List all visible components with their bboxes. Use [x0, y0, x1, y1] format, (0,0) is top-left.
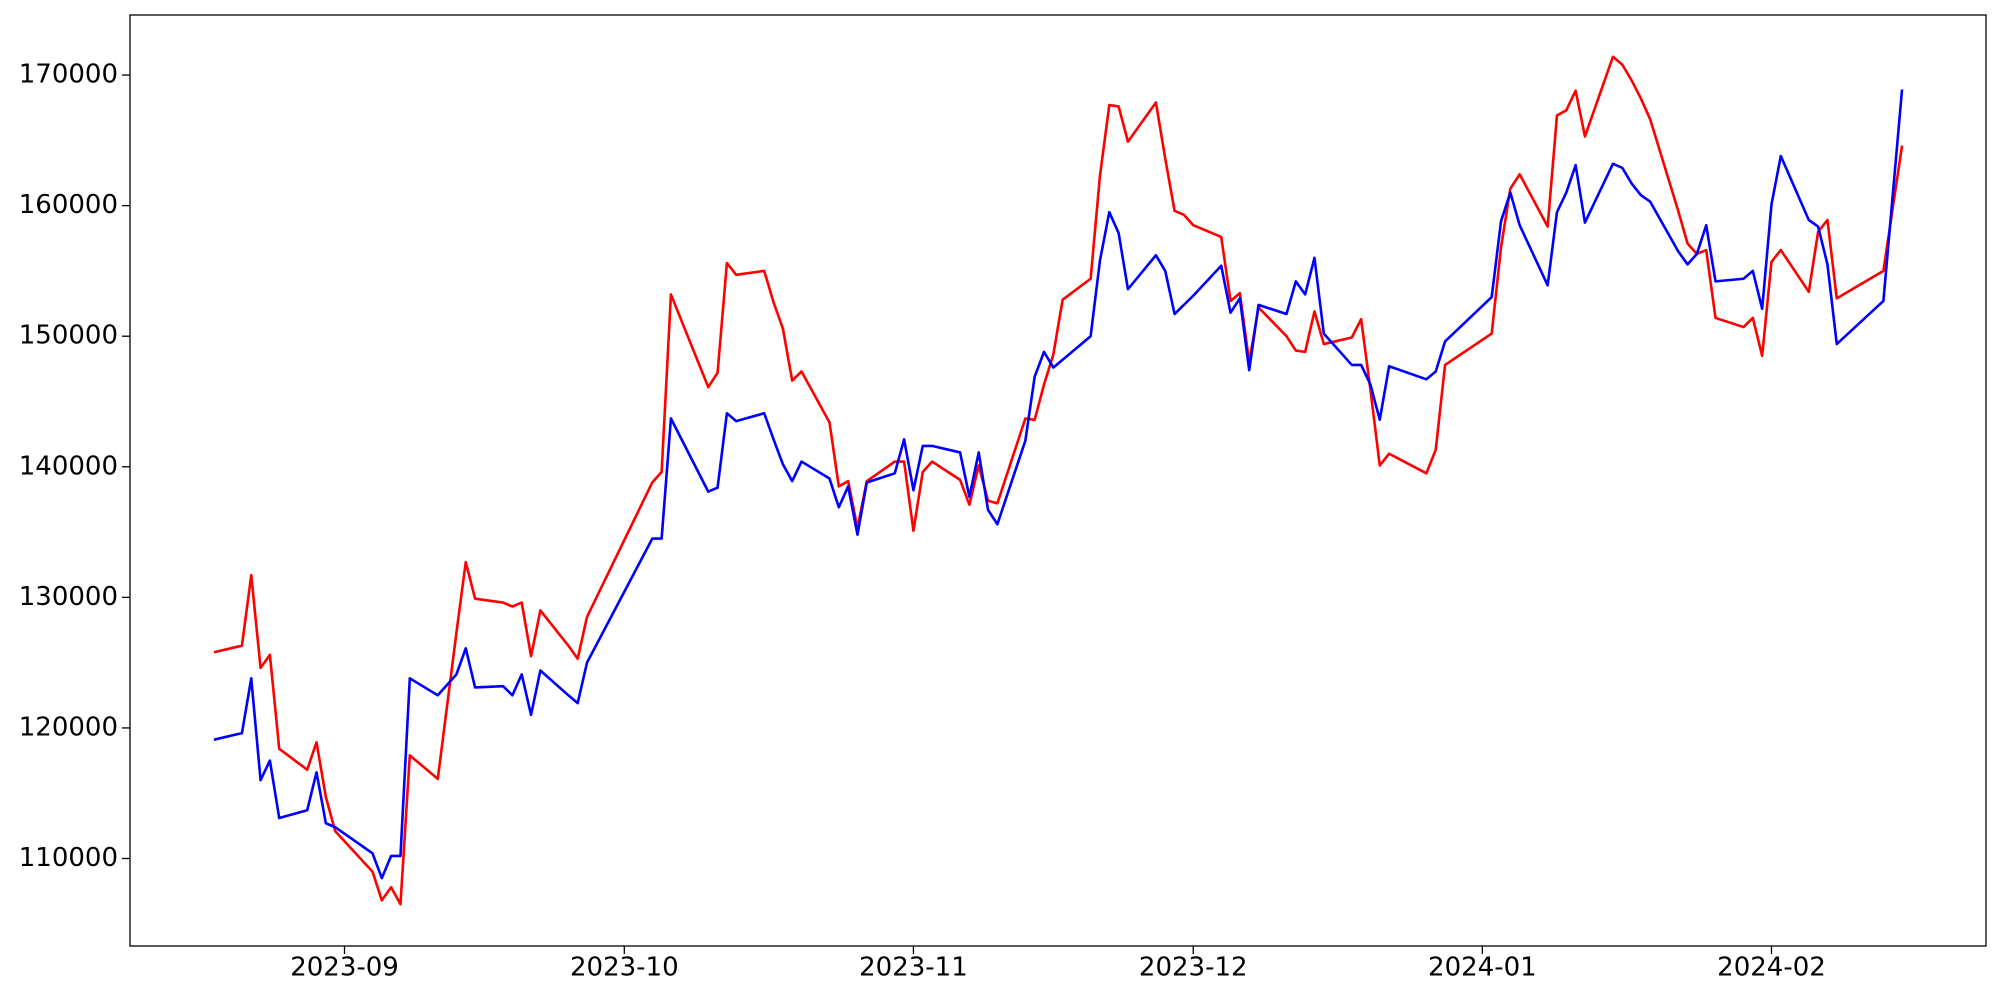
y-tick-label: 150000	[19, 321, 118, 351]
plot-frame	[129, 14, 1987, 947]
y-tick-label: 170000	[19, 60, 118, 90]
y-tick-label: 130000	[19, 582, 118, 612]
y-tick-label: 120000	[19, 712, 118, 742]
y-tick-label: 160000	[19, 190, 118, 220]
series-line	[213, 55, 1904, 906]
x-tick-label: 2024-01	[1428, 953, 1537, 983]
series-line	[213, 89, 1904, 880]
x-tick-label: 2023-11	[859, 953, 968, 983]
y-tick-label: 140000	[19, 451, 118, 481]
x-tick-label: 2023-12	[1139, 953, 1248, 983]
x-tick-label: 2024-02	[1717, 953, 1826, 983]
x-tick-label: 2023-09	[290, 953, 399, 983]
y-tick-label: 110000	[19, 843, 118, 873]
x-tick-label: 2023-10	[570, 953, 679, 983]
